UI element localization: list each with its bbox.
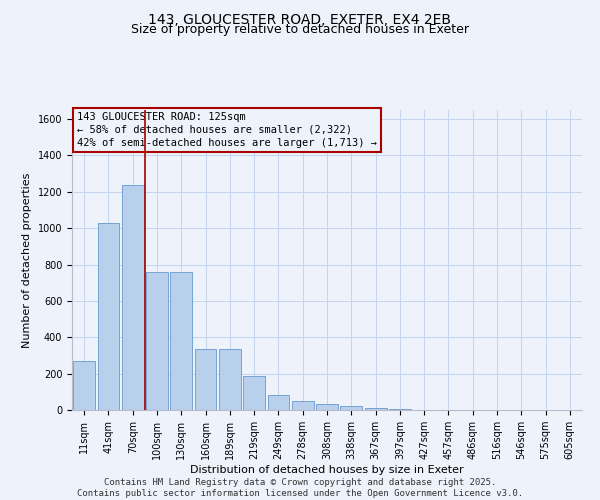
Bar [146,272,168,410]
Bar [170,272,192,410]
X-axis label: Distribution of detached houses by size in Exeter: Distribution of detached houses by size … [190,465,464,475]
Bar [292,401,314,410]
Bar [389,409,411,410]
Bar [365,408,386,410]
Bar [73,361,95,410]
Bar [340,406,362,410]
Text: 143 GLOUCESTER ROAD: 125sqm
← 58% of detached houses are smaller (2,322)
42% of : 143 GLOUCESTER ROAD: 125sqm ← 58% of det… [77,112,377,148]
Text: Contains HM Land Registry data © Crown copyright and database right 2025.
Contai: Contains HM Land Registry data © Crown c… [77,478,523,498]
Bar [194,349,217,410]
Bar [316,404,338,410]
Text: 143, GLOUCESTER ROAD, EXETER, EX4 2EB: 143, GLOUCESTER ROAD, EXETER, EX4 2EB [149,12,452,26]
Bar [97,222,119,410]
Bar [219,349,241,410]
Bar [268,396,289,410]
Text: Size of property relative to detached houses in Exeter: Size of property relative to detached ho… [131,22,469,36]
Bar [122,184,143,410]
Bar [243,376,265,410]
Y-axis label: Number of detached properties: Number of detached properties [22,172,32,348]
